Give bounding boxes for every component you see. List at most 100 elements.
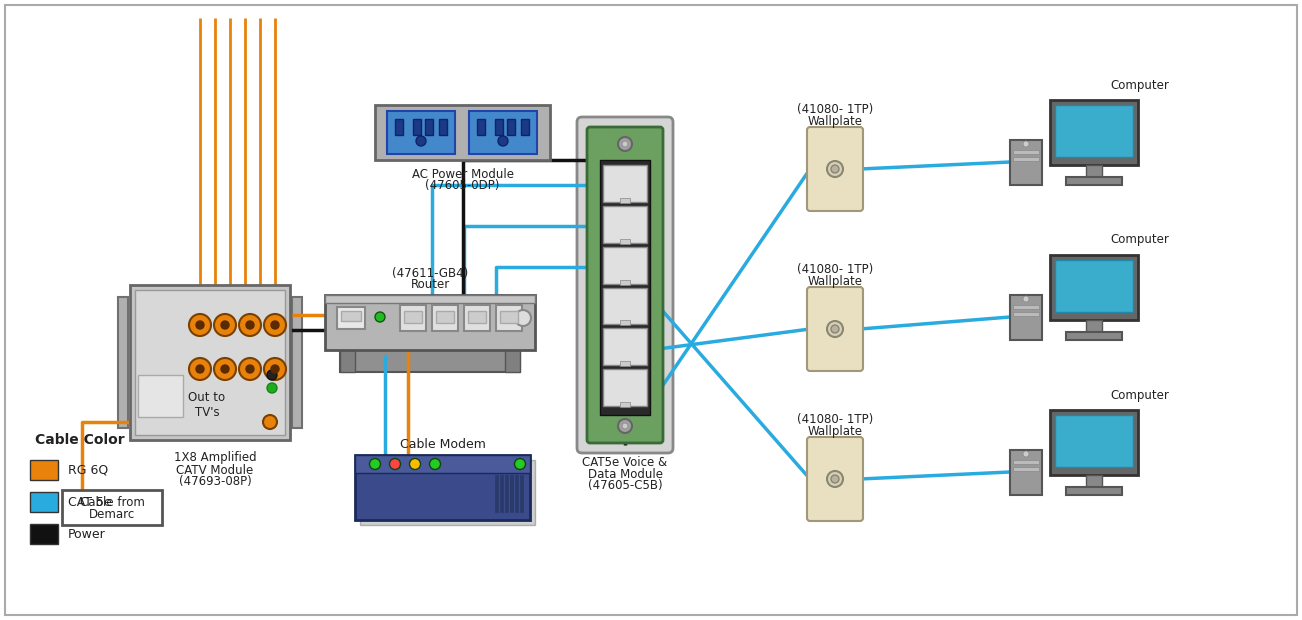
Bar — [355, 455, 530, 473]
Bar — [413, 119, 421, 135]
Bar — [620, 239, 630, 244]
Bar — [138, 375, 184, 417]
Bar — [62, 490, 161, 525]
Bar — [603, 329, 647, 365]
Circle shape — [622, 423, 628, 429]
Bar — [30, 524, 59, 544]
Bar — [620, 321, 630, 326]
Bar — [340, 350, 519, 372]
Bar — [467, 311, 486, 323]
Bar — [340, 350, 355, 372]
Circle shape — [214, 358, 236, 380]
Circle shape — [410, 459, 421, 469]
Bar — [424, 119, 434, 135]
Bar — [1013, 467, 1039, 471]
Bar — [521, 119, 529, 135]
Circle shape — [375, 312, 385, 322]
Bar — [375, 105, 549, 160]
Bar — [469, 111, 536, 154]
Text: Wallplate: Wallplate — [807, 275, 862, 288]
Bar — [359, 460, 535, 525]
Bar — [1010, 450, 1042, 495]
Bar — [1086, 320, 1101, 332]
Bar — [432, 305, 458, 331]
Text: Cable Modem: Cable Modem — [400, 438, 486, 451]
Circle shape — [189, 314, 211, 336]
Text: (47693-08P): (47693-08P) — [178, 476, 251, 489]
Bar — [603, 369, 647, 406]
Circle shape — [267, 370, 277, 380]
Text: (47611-GB4): (47611-GB4) — [392, 267, 469, 280]
Circle shape — [246, 365, 254, 373]
Text: CAT5e Voice &: CAT5e Voice & — [582, 456, 668, 469]
Circle shape — [189, 358, 211, 380]
Circle shape — [831, 165, 838, 173]
Bar — [1013, 305, 1039, 309]
Text: (41080- 1TP): (41080- 1TP) — [797, 414, 874, 427]
Circle shape — [197, 321, 204, 329]
Bar — [1049, 255, 1138, 320]
Circle shape — [618, 137, 631, 151]
Bar — [505, 475, 508, 512]
FancyBboxPatch shape — [577, 117, 673, 453]
Bar — [496, 305, 522, 331]
Bar — [495, 119, 503, 135]
Circle shape — [1023, 451, 1029, 457]
FancyBboxPatch shape — [807, 437, 863, 521]
Circle shape — [827, 471, 842, 487]
Text: (41080- 1TP): (41080- 1TP) — [797, 264, 874, 277]
Circle shape — [271, 365, 279, 373]
Bar — [1086, 165, 1101, 177]
Circle shape — [417, 136, 426, 146]
FancyBboxPatch shape — [807, 127, 863, 211]
Text: Data Module: Data Module — [587, 467, 663, 481]
Bar — [436, 311, 454, 323]
Circle shape — [622, 141, 628, 147]
Bar — [1066, 332, 1122, 340]
Bar — [1013, 150, 1039, 154]
Text: CATV Module: CATV Module — [176, 464, 254, 477]
Bar — [118, 297, 128, 428]
Circle shape — [1023, 296, 1029, 302]
FancyBboxPatch shape — [587, 127, 663, 443]
Circle shape — [240, 314, 260, 336]
Bar — [464, 305, 490, 331]
Bar — [1013, 157, 1039, 161]
Bar — [355, 455, 530, 520]
Circle shape — [514, 459, 526, 469]
Bar — [1013, 312, 1039, 316]
Bar — [603, 288, 647, 324]
FancyBboxPatch shape — [807, 287, 863, 371]
Bar — [600, 160, 650, 415]
Bar — [387, 111, 454, 154]
Bar — [326, 295, 535, 303]
Circle shape — [430, 459, 440, 469]
Text: Computer: Computer — [1111, 389, 1169, 402]
Circle shape — [1023, 141, 1029, 147]
Circle shape — [271, 321, 279, 329]
Bar — [603, 206, 647, 242]
Circle shape — [221, 321, 229, 329]
Circle shape — [267, 383, 277, 393]
Text: Wallplate: Wallplate — [807, 115, 862, 128]
Circle shape — [827, 161, 842, 177]
Text: (47605-C5B): (47605-C5B) — [587, 479, 663, 492]
Text: CAT 5e: CAT 5e — [68, 495, 112, 508]
Text: Power: Power — [68, 528, 105, 541]
Circle shape — [516, 310, 531, 326]
Circle shape — [214, 314, 236, 336]
Text: 1X8 Amplified: 1X8 Amplified — [173, 451, 256, 464]
Bar — [292, 297, 302, 428]
Text: AC Power Module: AC Power Module — [411, 167, 513, 180]
Bar — [510, 475, 513, 512]
Bar — [603, 247, 647, 283]
Bar — [439, 119, 447, 135]
Bar — [1013, 460, 1039, 464]
Bar — [1066, 487, 1122, 495]
Text: (47605-0DP): (47605-0DP) — [426, 180, 500, 192]
Bar — [620, 198, 630, 203]
Bar — [1010, 140, 1042, 185]
Bar — [620, 402, 630, 407]
Bar — [495, 475, 497, 512]
Bar — [1010, 295, 1042, 340]
